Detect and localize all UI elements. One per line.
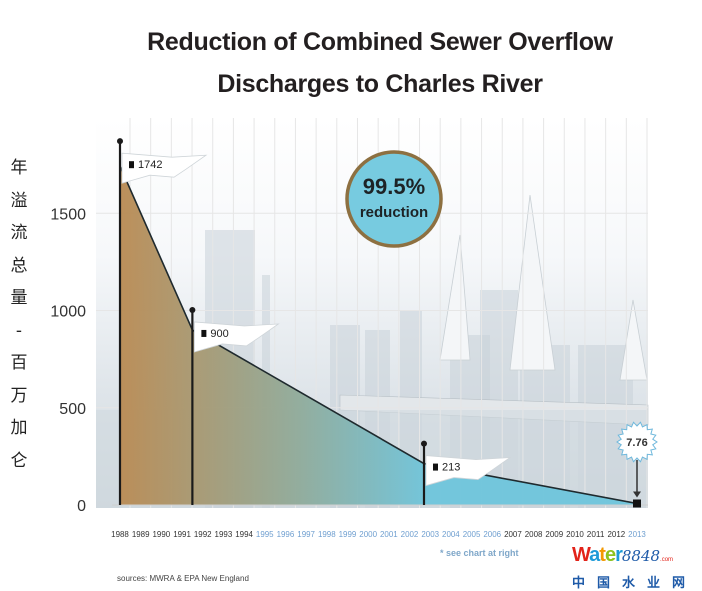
data-point-marker: 1742 (117, 138, 208, 505)
x-tick-label: 2000 (359, 530, 377, 539)
logo-r: r (615, 544, 623, 566)
starburst-icon (616, 421, 658, 463)
logo-t: t (599, 544, 606, 566)
x-tick-label: 2008 (525, 530, 543, 539)
x-tick-label: 2012 (607, 530, 625, 539)
series-line (119, 165, 638, 505)
area-series (119, 165, 638, 505)
area-fill (120, 166, 637, 505)
data-label: 1742 (138, 159, 162, 171)
badge-circle (345, 150, 443, 248)
y-tick-label: 500 (59, 401, 86, 418)
marker-dot (117, 138, 123, 145)
data-point-marker: 7.76 (616, 421, 658, 508)
x-tick-label: 1996 (277, 530, 295, 539)
y-axis-label-char: 溢 (10, 190, 28, 211)
data-point-marker: 213 (420, 440, 512, 505)
sail (439, 234, 471, 361)
x-tick-label: 2010 (566, 530, 584, 539)
y-tick-label: 1000 (50, 304, 86, 321)
x-tick-label: 2009 (545, 530, 563, 539)
logo-w: W (572, 544, 590, 566)
x-tick-label: 1990 (153, 530, 171, 539)
logo-e: e (604, 544, 616, 566)
x-tick-label: 2003 (421, 530, 439, 539)
x-tick-label: 2001 (380, 530, 398, 539)
arrow-down-icon (633, 491, 641, 498)
reduction-badge: 99.5% reduction (345, 150, 443, 248)
x-tick-label: 1993 (215, 530, 233, 539)
y-axis-label-char: - (15, 320, 23, 341)
value-flag (193, 321, 280, 353)
y-axis-label-char: 流 (10, 223, 28, 243)
x-tick-label: 1989 (132, 530, 150, 539)
x-tick-label: 1998 (318, 530, 336, 539)
axes: 0 500 1000 1500 1988 1989 1990 1991 1992 1993 1994… (50, 206, 648, 539)
data-markers: 1742 900 213 7.76 (117, 138, 658, 508)
value-flag (121, 152, 208, 184)
x-tick-label: 1988 (111, 530, 129, 539)
chart-subtitle: Discharges to Charles River (217, 70, 543, 98)
grid (96, 118, 648, 508)
footnote: * see chart at right (440, 548, 519, 558)
x-tick-label: 2002 (401, 530, 419, 539)
y-axis-label-char: 年 (10, 158, 28, 178)
x-tick-label: 1991 (173, 530, 191, 539)
y-axis-label-char: 万 (10, 385, 28, 406)
flag-square-icon (432, 463, 438, 471)
badge-text: reduction (360, 204, 428, 221)
y-axis-label-char: 加 (10, 418, 28, 438)
x-tick-label: 2004 (442, 530, 460, 539)
marker-dot (189, 306, 196, 313)
x-tick-label: 1997 (297, 530, 315, 539)
x-tick-label: 2007 (504, 530, 522, 539)
data-label: 7.76 (626, 437, 647, 449)
x-tick-label: 1995 (256, 530, 274, 539)
logo-domain: .com (660, 557, 674, 563)
marker-dot (420, 440, 427, 447)
x-tick-label: 2013 (628, 530, 646, 539)
logo-number: 8848 (621, 547, 661, 565)
data-label: 213 (442, 462, 460, 474)
y-axis-label: 年溢流总量 - 百万加仑 (6, 152, 32, 477)
y-tick-label: 0 (77, 498, 86, 515)
x-tick-label: 2011 (587, 530, 605, 539)
x-tick-label: 1994 (235, 530, 253, 539)
data-label: 900 (210, 328, 228, 340)
x-tick-label: 1992 (194, 530, 212, 539)
y-axis-label-char: 总 (10, 255, 28, 276)
watermark-logo: Water8848.com 中国水业网 (572, 545, 702, 591)
marker-square (633, 499, 641, 508)
flag-square-icon (129, 161, 134, 169)
x-tick-label: 1999 (339, 530, 357, 539)
chart-title: Reduction of Combined Sewer Overflow (147, 28, 613, 56)
y-axis-label-char: 量 (10, 288, 28, 308)
flag-square-icon (201, 329, 207, 337)
x-tick-label: 2006 (483, 530, 501, 539)
logo-a: a (589, 544, 600, 566)
y-axis-label-char: 百 (10, 353, 28, 373)
y-axis-label-char: 仑 (10, 450, 28, 471)
source-note: sources: MWRA & EPA New England (117, 574, 249, 583)
badge-percent: 99.5% (363, 174, 425, 199)
value-flag (425, 455, 512, 487)
data-point-marker: 900 (189, 306, 280, 505)
x-tick-label: 2005 (463, 530, 481, 539)
logo-chinese: 中国水业网 (572, 576, 698, 591)
y-tick-label: 1500 (50, 206, 86, 223)
